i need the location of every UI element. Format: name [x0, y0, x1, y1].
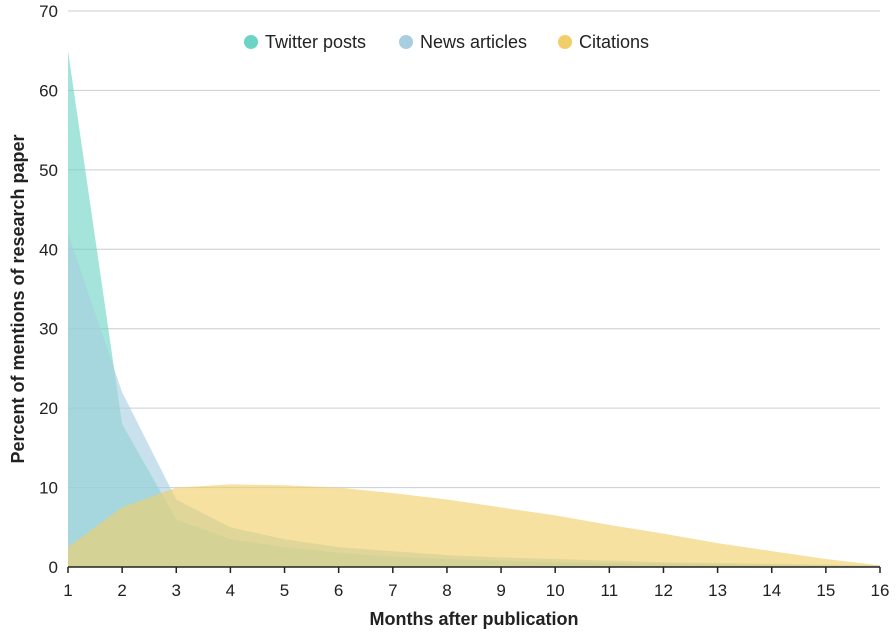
area-citations	[68, 484, 880, 567]
legend-item: Citations	[558, 32, 649, 52]
y-tick-label: 60	[39, 81, 58, 100]
x-tick-label: 5	[280, 581, 289, 600]
legend-label: Citations	[579, 32, 649, 52]
x-tick-label: 15	[816, 581, 835, 600]
legend: Twitter posts News articles Citations	[244, 32, 649, 52]
x-tick-label: 2	[117, 581, 126, 600]
legend-swatch	[244, 35, 258, 49]
x-tick-label: 7	[388, 581, 397, 600]
x-tick-label: 3	[172, 581, 181, 600]
x-tick-label: 8	[442, 581, 451, 600]
x-tick-label: 9	[496, 581, 505, 600]
x-tick-label: 4	[226, 581, 235, 600]
y-tick-label: 50	[39, 161, 58, 180]
x-tick-label: 6	[334, 581, 343, 600]
x-tick-label: 14	[762, 581, 781, 600]
y-tick-label: 10	[39, 479, 58, 498]
legend-swatch	[399, 35, 413, 49]
y-axis-title: Percent of mentions of research paper	[8, 134, 28, 463]
y-tick-label: 20	[39, 399, 58, 418]
x-axis-title: Months after publication	[370, 609, 579, 629]
x-tick-label: 12	[654, 581, 673, 600]
grid-lines	[68, 10, 880, 489]
legend-label: Twitter posts	[265, 32, 366, 52]
y-tick-label: 70	[39, 2, 58, 21]
x-tick-label: 10	[546, 581, 565, 600]
x-tick-label: 1	[63, 581, 72, 600]
legend-label: News articles	[420, 32, 527, 52]
y-tick-label: 40	[39, 240, 58, 259]
data-areas	[68, 50, 880, 567]
x-tick-label: 13	[708, 581, 727, 600]
legend-item: News articles	[399, 32, 527, 52]
legend-item: Twitter posts	[244, 32, 366, 52]
x-tick-label: 11	[601, 581, 619, 600]
legend-swatch	[558, 35, 572, 49]
x-tick-label: 16	[871, 581, 890, 600]
y-tick-label: 30	[39, 320, 58, 339]
y-tick-label: 0	[49, 558, 58, 577]
